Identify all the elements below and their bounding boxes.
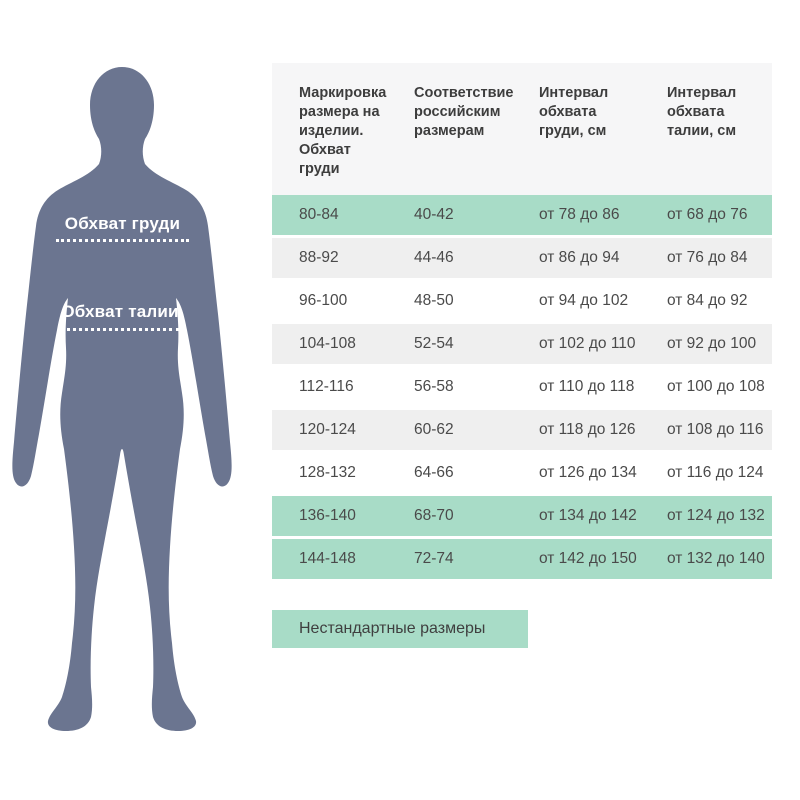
cell-chest-interval: от 110 до 118 [539, 378, 635, 395]
man-silhouette [12, 67, 232, 731]
cell-chest-interval: от 134 до 142 [539, 507, 637, 524]
cell-marking: 136-140 [299, 507, 356, 524]
table-row: 136-140 68-70 от 134 до 142 от 124 до 13… [272, 496, 772, 536]
cell-waist-interval: от 92 до 100 [667, 335, 757, 352]
header-marking: Маркировка размера на изделии. Обхват гр… [299, 85, 387, 177]
cell-russian-size: 44-46 [414, 249, 454, 266]
cell-chest-interval: от 78 до 86 [539, 206, 620, 223]
cell-russian-size: 40-42 [414, 206, 454, 223]
cell-russian-size: 60-62 [414, 421, 454, 438]
table-row: 120-124 60-62 от 118 до 126 от 108 до 11… [272, 410, 772, 450]
cell-waist-interval: от 68 до 76 [667, 206, 748, 223]
cell-marking: 80-84 [299, 206, 339, 223]
cell-russian-size: 72-74 [414, 550, 454, 567]
table-row: 128-132 64-66 от 126 до 134 от 116 до 12… [272, 453, 772, 493]
cell-chest-interval: от 142 до 150 [539, 550, 637, 567]
cell-marking: 112-116 [299, 378, 354, 395]
cell-russian-size: 64-66 [414, 464, 454, 481]
size-table-header: Маркировка размера на изделии. Обхват гр… [272, 63, 772, 195]
cell-waist-interval: от 100 до 108 [667, 378, 765, 395]
header-waist-interval: Интервал обхвата талии, см [667, 85, 737, 139]
table-row: 88-92 44-46 от 86 до 94 от 76 до 84 [272, 238, 772, 278]
table-row: 144-148 72-74 от 142 до 150 от 132 до 14… [272, 539, 772, 579]
cell-russian-size: 48-50 [414, 292, 454, 309]
chest-measure-label: Обхват груди [64, 214, 181, 233]
size-table: Маркировка размера на изделии. Обхват гр… [272, 63, 772, 648]
table-row: 112-116 56-58 от 110 до 118 от 100 до 10… [272, 367, 772, 407]
header-russian-size: Соответствие российским размерам [414, 85, 514, 139]
cell-waist-interval: от 132 до 140 [667, 550, 765, 567]
cell-marking: 120-124 [299, 421, 356, 438]
cell-waist-interval: от 116 до 124 [667, 464, 764, 481]
cell-marking: 96-100 [299, 292, 348, 309]
man-silhouette-image [12, 67, 232, 731]
cell-waist-interval: от 108 до 116 [667, 421, 764, 438]
cell-marking: 128-132 [299, 464, 356, 481]
cell-waist-interval: от 124 до 132 [667, 507, 765, 524]
cell-russian-size: 56-58 [414, 378, 454, 395]
cell-marking: 88-92 [299, 249, 339, 266]
size-table-body: 80-84 40-42 от 78 до 86 от 68 до 76 88-9… [272, 195, 772, 579]
cell-chest-interval: от 126 до 134 [539, 464, 637, 481]
cell-chest-interval: от 102 до 110 [539, 335, 636, 352]
cell-waist-interval: от 84 до 92 [667, 292, 748, 309]
cell-russian-size: 52-54 [414, 335, 454, 352]
chest-measure-line [56, 239, 189, 242]
body-measurement-diagram: Обхват груди Обхват талии [4, 51, 240, 731]
nonstandard-sizes-badge: Нестандартные размеры [272, 610, 528, 648]
table-row: 96-100 48-50 от 94 до 102 от 84 до 92 [272, 281, 772, 321]
table-row: 104-108 52-54 от 102 до 110 от 92 до 100 [272, 324, 772, 364]
nonstandard-sizes-label: Нестандартные размеры [299, 620, 486, 637]
cell-chest-interval: от 94 до 102 [539, 292, 629, 309]
cell-marking: 104-108 [299, 335, 356, 352]
table-row: 80-84 40-42 от 78 до 86 от 68 до 76 [272, 195, 772, 235]
cell-chest-interval: от 86 до 94 [539, 249, 620, 266]
header-chest-interval: Интервал обхвата груди, см [539, 85, 609, 139]
cell-russian-size: 68-70 [414, 507, 454, 524]
cell-chest-interval: от 118 до 126 [539, 421, 636, 438]
cell-marking: 144-148 [299, 550, 356, 567]
cell-waist-interval: от 76 до 84 [667, 249, 748, 266]
waist-measure-label: Обхват талии [61, 302, 179, 321]
waist-measure-line [60, 328, 180, 331]
